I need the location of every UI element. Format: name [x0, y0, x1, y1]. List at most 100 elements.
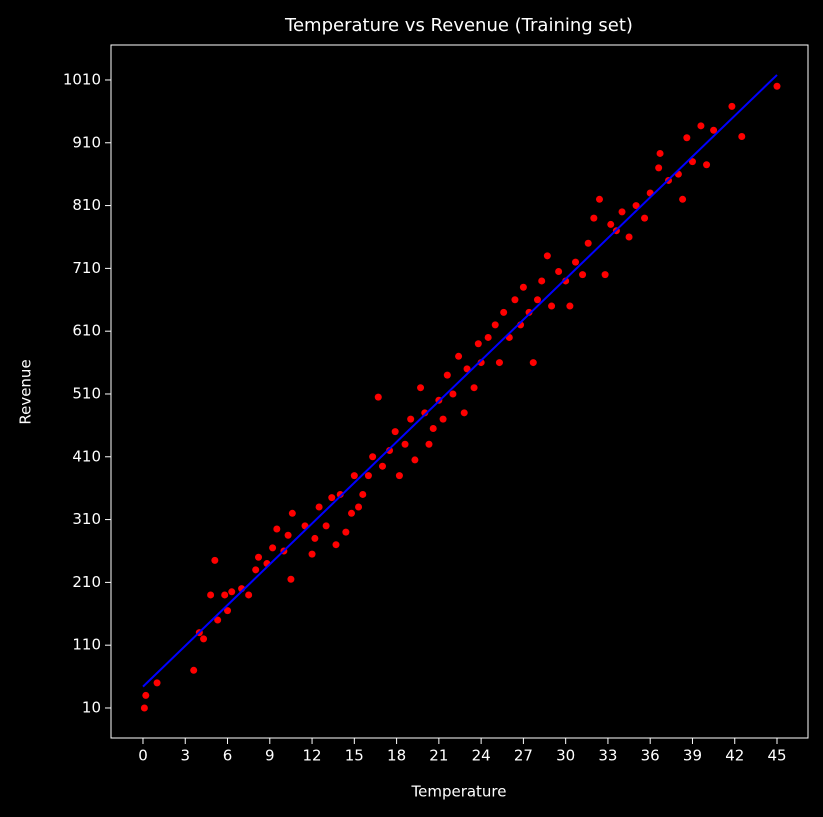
regression-line	[142, 74, 778, 688]
point	[421, 409, 429, 417]
point	[607, 220, 615, 228]
x-tick-label: 15	[345, 747, 364, 765]
point	[688, 158, 696, 166]
point	[463, 365, 471, 373]
x-tick-label: 3	[180, 747, 190, 765]
y-tick-label: 510	[72, 384, 101, 402]
point	[618, 208, 626, 216]
point	[190, 666, 198, 674]
y-axis-label: Revenue	[17, 359, 35, 424]
point	[697, 122, 705, 130]
point	[590, 214, 598, 222]
point	[443, 371, 451, 379]
point	[407, 415, 415, 423]
point	[245, 591, 253, 599]
point	[543, 252, 551, 260]
point	[284, 531, 292, 539]
y-tick-label: 810	[72, 196, 101, 214]
x-tick-label: 21	[429, 747, 448, 765]
x-tick-label: 12	[303, 747, 322, 765]
point	[470, 384, 478, 392]
point	[683, 134, 691, 142]
point	[533, 296, 541, 304]
point	[429, 425, 437, 433]
point	[538, 277, 546, 285]
point	[332, 541, 340, 549]
x-tick-label: 42	[725, 747, 744, 765]
y-tick-label: 710	[72, 259, 101, 277]
point	[350, 472, 358, 480]
x-tick-label: 36	[641, 747, 660, 765]
chart-title: Temperature vs Revenue (Training set)	[284, 15, 633, 36]
point	[679, 195, 687, 203]
point	[221, 591, 229, 599]
point	[500, 308, 508, 316]
point	[364, 472, 372, 480]
point	[142, 691, 150, 699]
y-tick-label: 210	[72, 573, 101, 591]
point	[738, 132, 746, 140]
point	[395, 472, 403, 480]
point	[401, 440, 409, 448]
y-tick-label: 310	[72, 510, 101, 528]
point	[386, 447, 394, 455]
point	[655, 164, 663, 172]
point	[519, 283, 527, 291]
point	[211, 556, 219, 564]
point	[710, 126, 718, 134]
point	[348, 509, 356, 517]
point	[252, 566, 260, 574]
x-tick-label: 39	[683, 747, 702, 765]
x-axis-label: Temperature	[410, 783, 506, 801]
point	[491, 321, 499, 329]
point	[359, 490, 367, 498]
point	[460, 409, 468, 417]
point	[555, 268, 563, 276]
point	[308, 550, 316, 558]
point	[322, 522, 330, 530]
point	[529, 359, 537, 367]
point	[269, 544, 277, 552]
point	[566, 302, 574, 310]
y-tick-label: 410	[72, 447, 101, 465]
point	[411, 456, 419, 464]
point	[656, 149, 664, 157]
point	[273, 525, 281, 533]
point	[548, 302, 556, 310]
y-tick-label: 10	[82, 698, 101, 716]
point	[511, 296, 519, 304]
plot-frame	[110, 44, 809, 739]
point	[315, 503, 323, 511]
point	[572, 258, 580, 266]
point	[641, 214, 649, 222]
point	[153, 679, 161, 687]
point	[355, 503, 363, 511]
x-tick-label: 6	[223, 747, 233, 765]
point	[449, 390, 457, 398]
point	[455, 352, 463, 360]
point	[728, 102, 736, 110]
point	[439, 415, 447, 423]
point	[495, 359, 503, 367]
x-tick-label: 18	[387, 747, 406, 765]
point	[336, 490, 344, 498]
point	[287, 575, 295, 583]
point	[632, 202, 640, 210]
point	[601, 271, 609, 279]
point	[484, 333, 492, 341]
x-tick-label: 30	[556, 747, 575, 765]
point	[311, 534, 319, 542]
point	[703, 161, 711, 169]
point	[200, 635, 208, 643]
point	[255, 553, 263, 561]
point	[379, 462, 387, 470]
point	[579, 271, 587, 279]
point	[625, 233, 633, 241]
point	[595, 195, 603, 203]
point	[140, 704, 148, 712]
y-tick-label: 910	[72, 133, 101, 151]
point	[474, 340, 482, 348]
point	[391, 428, 399, 436]
